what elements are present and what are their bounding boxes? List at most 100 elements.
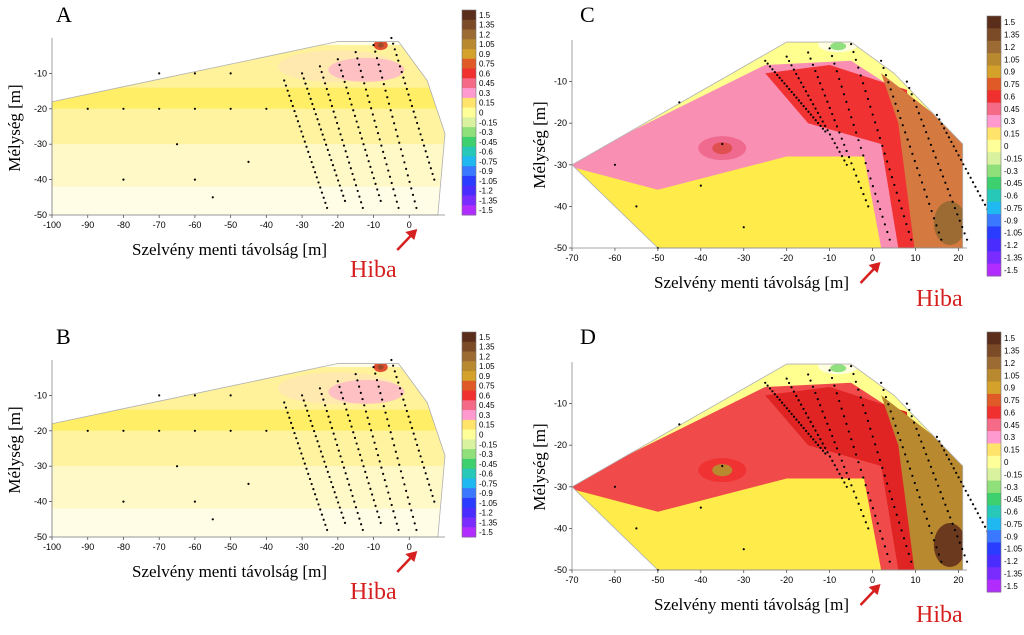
measurement-dot (792, 68, 795, 71)
measurement-dot (307, 150, 310, 153)
measurement-dot (295, 437, 298, 440)
measurement-dot (361, 75, 364, 79)
colorbar-tick-label: 0.45 (1004, 421, 1020, 430)
measurement-dot (816, 76, 819, 79)
measurement-dot (840, 459, 843, 462)
measurement-dot (409, 99, 412, 102)
y-axis-title: Mélység [m] (5, 406, 24, 494)
measurement-dot (328, 475, 331, 479)
measurement-dot (847, 430, 850, 433)
measurement-dot (303, 140, 306, 143)
x-tick-label: -60 (608, 253, 621, 263)
measurement-dot (321, 133, 324, 136)
colorbar: 1.5 1.35 1.2 1.05 0.9 0.75 0.6 0.45 0.3 0.15 0 -0.1… (986, 331, 1023, 593)
measurement-dot (433, 500, 436, 503)
anomaly-fill (377, 42, 384, 48)
measurement-dot (920, 118, 923, 121)
measurement-dot (370, 429, 373, 432)
measurement-dot (785, 55, 788, 58)
colorbar-swatch (462, 49, 476, 60)
y-tick-label: -30 (34, 461, 47, 471)
measurement-dot (935, 435, 939, 438)
measurement-dot (905, 80, 908, 83)
measurement-dot (344, 472, 347, 475)
colorbar-tick-label: 0 (479, 431, 484, 440)
measurement-dot (802, 85, 805, 89)
measurement-dot (369, 165, 372, 168)
measurement-dot (910, 238, 913, 241)
x-tick-label: -60 (188, 542, 201, 552)
measurement-dot (341, 138, 344, 142)
measurement-dot (361, 206, 364, 210)
measurement-dot (842, 415, 846, 418)
colorbar-swatch (462, 361, 476, 372)
measurement-dot (318, 65, 322, 68)
measurement-dot (327, 93, 330, 96)
measurement-dot (333, 491, 336, 494)
measurement-dot (300, 452, 303, 455)
colorbar-swatch (462, 351, 476, 362)
anomaly-fill (933, 201, 963, 246)
measurement-dot (328, 153, 331, 157)
measurement-dot (296, 442, 300, 445)
x-tick-label: -50 (651, 253, 664, 263)
measurement-dot (953, 206, 957, 210)
colorbar-tick-label: -1.5 (479, 206, 493, 215)
measurement-dot (840, 155, 844, 158)
measurement-dot (928, 202, 931, 206)
measurement-dot (871, 113, 874, 116)
measurement-dot (406, 496, 409, 499)
measurement-dot (364, 470, 367, 473)
measurement-dot (828, 106, 831, 109)
measurement-dot (814, 69, 817, 73)
colorbar-swatch (987, 332, 1001, 345)
measurement-dot (940, 122, 943, 125)
measurement-dot (175, 465, 179, 468)
measurement-dot (367, 160, 370, 163)
measurement-dot (845, 471, 848, 475)
measurement-dot (811, 385, 815, 388)
measurement-dot (341, 75, 345, 78)
y-tick-label: -30 (34, 139, 47, 149)
measurement-dot (917, 112, 921, 115)
measurement-dot (396, 457, 399, 460)
measurement-dot (887, 81, 890, 84)
measurement-dot (819, 82, 822, 85)
colorbar-tick-label: 0.75 (1004, 396, 1020, 405)
colorbar-swatch (987, 90, 1001, 104)
measurement-dot (946, 509, 949, 513)
measurement-dot (785, 377, 788, 380)
measurement-dot (300, 130, 303, 133)
colorbar-swatch (462, 78, 476, 89)
measurement-dot (952, 145, 955, 148)
measurement-dot (229, 394, 232, 397)
measurement-dot (283, 401, 286, 404)
measurement-dot (377, 516, 381, 519)
measurement-dot (847, 478, 851, 481)
colorbar-tick-label: -1.05 (1004, 545, 1023, 554)
measurement-dot (809, 435, 812, 438)
measurement-dot (322, 196, 325, 199)
colorbar-swatch (462, 58, 476, 70)
colorbar-tick-label: -0.15 (479, 440, 498, 449)
measurement-dot (339, 133, 342, 136)
measurement-dot (404, 82, 407, 85)
colorbar-tick-label: -0.45 (1004, 495, 1023, 504)
colorbar-tick-label: -0.9 (479, 167, 493, 176)
colorbar-swatch (462, 185, 476, 196)
x-tick-label: 0 (870, 575, 875, 585)
measurement-dot (845, 163, 848, 166)
x-tick-label: -40 (260, 542, 273, 552)
measurement-dot (390, 181, 393, 185)
measurement-dot (335, 496, 338, 499)
measurement-dot (864, 411, 867, 415)
measurement-dot (338, 506, 341, 509)
measurement-dot (376, 188, 379, 191)
measurement-dot (920, 181, 924, 184)
measurement-dot (876, 451, 879, 454)
measurement-dot (414, 116, 417, 119)
measurement-dot (816, 111, 820, 114)
measurement-dot (429, 167, 432, 170)
colorbar-swatch (987, 369, 1001, 383)
colorbar-tick-label: 0.15 (1004, 130, 1020, 139)
